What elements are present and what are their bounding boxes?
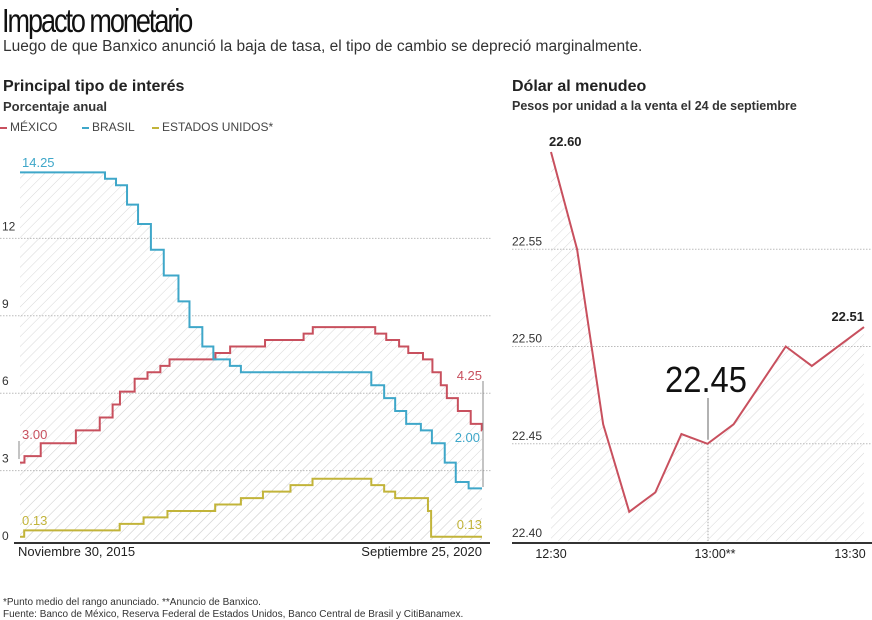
legend-label: ESTADOS UNIDOS* [162, 120, 274, 134]
left-chart-title: Principal tipo de interés [3, 78, 185, 95]
legend-swatch [82, 126, 89, 129]
footnote: *Punto medio del rango anunciado. **Anun… [3, 597, 261, 608]
y-tick-label: 22.40 [512, 526, 542, 540]
right-chart-subtitle: Pesos por unidad a la venta el 24 de sep… [512, 99, 797, 113]
start-value-label: 14.25 [22, 155, 55, 170]
exchange-rate-chart: 22.40 22.45 22.50 22.55 12:30 13:00** 13:30 22.… [512, 134, 872, 561]
series-line-1 [20, 171, 482, 490]
legend-swatch [152, 126, 159, 129]
end-value-label: 22.51 [831, 309, 864, 324]
y-tick-label: 22.55 [512, 234, 542, 248]
y-tick-label: 6 [2, 374, 9, 388]
start-value-label: 3.00 [22, 427, 47, 442]
series-line [550, 151, 865, 514]
hatched-area [20, 172, 482, 540]
end-value-label: 2.00 [455, 430, 480, 445]
series-line-0 [20, 326, 483, 464]
end-value-label: 4.25 [457, 368, 482, 383]
highlight-value-label: 22.45 [665, 359, 747, 400]
start-value-label: 0.13 [22, 513, 47, 528]
interest-rate-chart: 0 3 6 9 12 Noviembre 30, 2015 Septiembre 25, 2… [0, 155, 492, 559]
source-note: Fuente: Banco de México, Reserva Federal… [3, 609, 464, 620]
start-value-label: 22.60 [549, 134, 582, 149]
series-line-2 [20, 477, 482, 538]
page-title: Impacto monetario [2, 2, 193, 39]
legend-label: MÉXICO [10, 120, 58, 134]
y-tick-label: 0 [2, 529, 9, 543]
x-tick-label: Noviembre 30, 2015 [18, 544, 135, 559]
x-tick-label: Septiembre 25, 2020 [361, 544, 482, 559]
legend-brasil: BRASIL [82, 120, 135, 134]
x-tick-label: 13:00** [694, 547, 735, 561]
legend-mexico: MÉXICO [0, 120, 57, 134]
left-chart-subtitle: Porcentaje anual [3, 99, 108, 114]
y-tick-label: 22.50 [512, 332, 542, 346]
x-tick-label: 12:30 [535, 547, 566, 561]
end-value-label: 0.13 [457, 517, 482, 532]
legend-swatch [0, 126, 7, 129]
legend-estados-unidos: ESTADOS UNIDOS* [152, 120, 273, 134]
right-chart-title: Dólar al menudeo [512, 78, 647, 95]
y-tick-label: 9 [2, 297, 9, 311]
y-tick-label: 22.45 [512, 429, 542, 443]
y-tick-label: 12 [2, 219, 16, 233]
legend-label: BRASIL [92, 120, 135, 134]
x-tick-label: 13:30 [834, 547, 865, 561]
y-tick-label: 3 [2, 452, 9, 466]
page-subtitle: Luego de que Banxico anunció la baja de … [3, 38, 643, 55]
